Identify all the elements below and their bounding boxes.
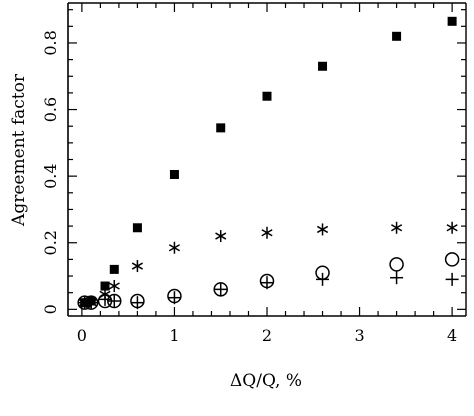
data-point-plus (107, 294, 121, 308)
square-marker (262, 91, 272, 101)
square-marker (100, 281, 110, 291)
square-marker (318, 61, 328, 71)
asterisk-stroke (215, 232, 227, 240)
data-point-filled-square (447, 16, 457, 26)
square-marker (447, 16, 457, 26)
data-points (77, 16, 460, 310)
data-point-asterisk (108, 280, 120, 293)
data-point-plus (130, 296, 144, 310)
data-point-filled-square (100, 281, 110, 291)
circle-marker (389, 257, 404, 272)
square-marker (216, 123, 226, 133)
data-point-asterisk (215, 230, 227, 243)
data-point-asterisk (168, 241, 181, 254)
data-point-plus (316, 272, 330, 286)
y-tick-label: 0.2 (41, 230, 60, 255)
data-point-plus (214, 282, 228, 296)
data-point-asterisk (261, 226, 273, 239)
data-point-filled-square (392, 31, 402, 41)
asterisk-stroke (108, 282, 120, 290)
x-tick-label: 2 (262, 326, 272, 345)
y-axis-label: Agreement factor (9, 73, 29, 227)
y-tick-label: 0.4 (41, 163, 60, 188)
data-point-plus (84, 296, 98, 310)
data-point-plus (390, 271, 404, 285)
data-point-plus (167, 291, 181, 305)
data-point-filled-square (109, 264, 119, 274)
data-point-filled-square (169, 169, 179, 179)
circle-marker (444, 252, 460, 267)
axes (67, 2, 467, 317)
data-point-plus (260, 276, 274, 290)
y-tick-label: 0 (41, 304, 60, 314)
data-point-plus (98, 292, 112, 306)
asterisk-stroke (391, 224, 403, 232)
x-tick-label: 1 (169, 326, 179, 345)
x-tick-label: 4 (447, 326, 457, 345)
data-point-plus (445, 272, 459, 286)
asterisk-stroke (168, 244, 181, 252)
square-marker (392, 31, 402, 41)
data-point-open-circle (444, 252, 460, 267)
y-tick-label: 0.6 (41, 97, 60, 122)
data-point-asterisk (316, 223, 329, 236)
y-tick-label: 0.8 (41, 30, 60, 55)
asterisk-stroke (316, 225, 329, 234)
square-marker (132, 223, 142, 233)
data-point-filled-square (216, 123, 226, 133)
data-point-filled-square (318, 61, 328, 71)
data-point-filled-square (262, 91, 272, 101)
ticks: 0 1 2 3 4 0 0.2 0.4 0.6 0.8 (41, 3, 466, 345)
asterisk-stroke (446, 224, 458, 232)
asterisk-stroke (261, 229, 273, 237)
square-marker (109, 264, 119, 274)
data-point-open-circle (389, 257, 404, 272)
asterisk-stroke (131, 262, 143, 270)
x-axis-label: ΔQ/Q, % (230, 371, 302, 391)
x-tick-label: 0 (77, 326, 87, 345)
data-point-asterisk (446, 221, 458, 234)
square-marker (169, 169, 179, 179)
x-tick-label: 3 (354, 326, 364, 345)
data-point-filled-square (132, 223, 142, 233)
data-point-asterisk (391, 221, 403, 234)
data-point-asterisk (131, 260, 143, 273)
